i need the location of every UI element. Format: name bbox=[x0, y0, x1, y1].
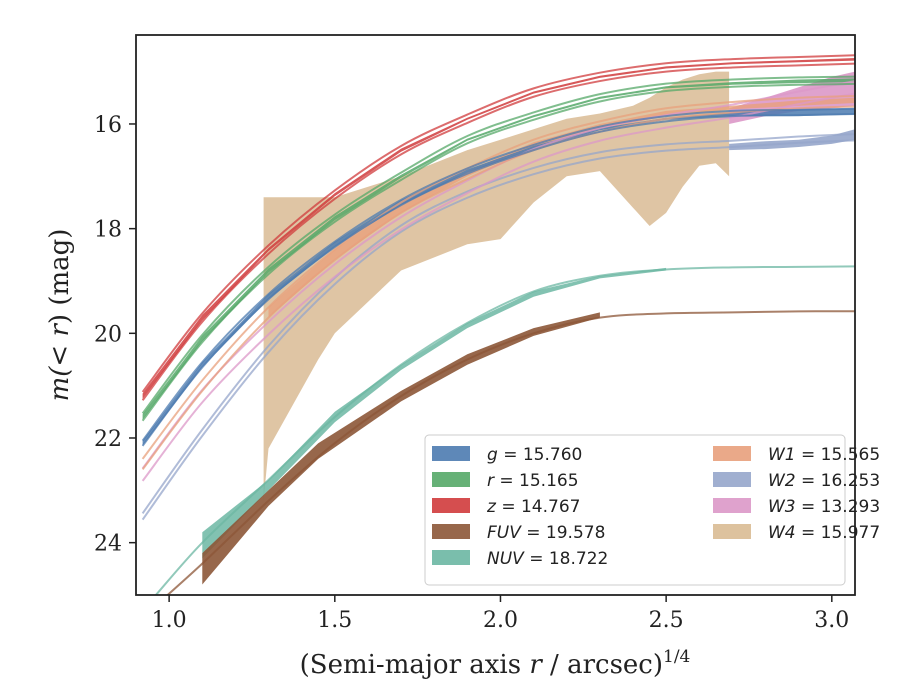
band-w4 bbox=[263, 71, 730, 501]
legend-swatch-g bbox=[432, 446, 470, 461]
y-axis-label: m(< r) (mag) bbox=[45, 229, 75, 402]
legend-swatch-nuv bbox=[432, 550, 470, 565]
curve-w3-1 bbox=[141, 92, 855, 482]
legend-swatch-w3 bbox=[713, 498, 751, 513]
curve-g-0 bbox=[141, 107, 855, 442]
curve-fuv-0 bbox=[166, 310, 855, 595]
legend-label-w2: W2 = 16.253 bbox=[768, 471, 880, 491]
curve-w2-1 bbox=[141, 139, 855, 521]
legend-label-z: z = 14.767 bbox=[486, 497, 580, 517]
x-axis-label-sup: 1/4 bbox=[663, 647, 690, 667]
y-tick-label: 22 bbox=[94, 427, 122, 452]
legend-label-w4: W4 = 15.977 bbox=[768, 523, 880, 543]
legend-swatch-fuv bbox=[432, 524, 470, 539]
legend-swatch-z bbox=[432, 498, 470, 513]
legend-swatch-r bbox=[432, 472, 470, 487]
curve-w1-0 bbox=[141, 94, 855, 460]
x-tick-label: 1.5 bbox=[317, 608, 352, 633]
curve-r-0 bbox=[141, 75, 855, 414]
legend-label-r: r = 15.165 bbox=[487, 471, 579, 491]
legend: g = 15.760 r = 15.165 z = 14.767 FUV = 19.5… bbox=[424, 434, 880, 586]
curve-g-1 bbox=[141, 113, 855, 447]
legend-label-nuv: NUV = 18.722 bbox=[487, 549, 608, 569]
x-tick-label: 2.0 bbox=[483, 608, 518, 633]
plot-frame bbox=[135, 34, 856, 596]
curve-w1-1 bbox=[141, 105, 855, 470]
legend-label-g: g = 15.760 bbox=[487, 445, 582, 465]
y-tick-label: 24 bbox=[94, 532, 122, 557]
curve-z-0 bbox=[141, 54, 855, 393]
model-curves bbox=[141, 54, 855, 595]
x-tick-label: 1.0 bbox=[152, 608, 187, 633]
curve-r-1 bbox=[141, 82, 855, 422]
y-tick-label: 16 bbox=[94, 113, 122, 138]
curve-z-1 bbox=[141, 62, 855, 401]
x-tick-label: 3.0 bbox=[814, 608, 849, 633]
legend-label-w3: W3 = 13.293 bbox=[768, 497, 880, 517]
x-axis-label: (Semi-major axis r / arcsec)1/4 bbox=[300, 647, 691, 680]
legend-swatch-w4 bbox=[713, 524, 751, 539]
y-axis-ticks: 16 18 20 22 24 bbox=[94, 113, 136, 557]
curve-nuv-0 bbox=[155, 265, 855, 595]
legend-swatch-w1 bbox=[713, 446, 751, 461]
legend-label-fuv: FUV = 19.578 bbox=[487, 523, 605, 543]
x-tick-label: 2.5 bbox=[649, 608, 684, 633]
y-tick-label: 20 bbox=[94, 322, 122, 347]
legend-label-w1: W1 = 15.565 bbox=[768, 445, 880, 465]
x-axis-label-var: r bbox=[529, 650, 543, 680]
legend-swatch-w2 bbox=[713, 472, 751, 487]
x-axis-ticks: 1.0 1.5 2.0 2.5 3.0 bbox=[152, 595, 849, 633]
y-tick-label: 18 bbox=[94, 218, 122, 243]
